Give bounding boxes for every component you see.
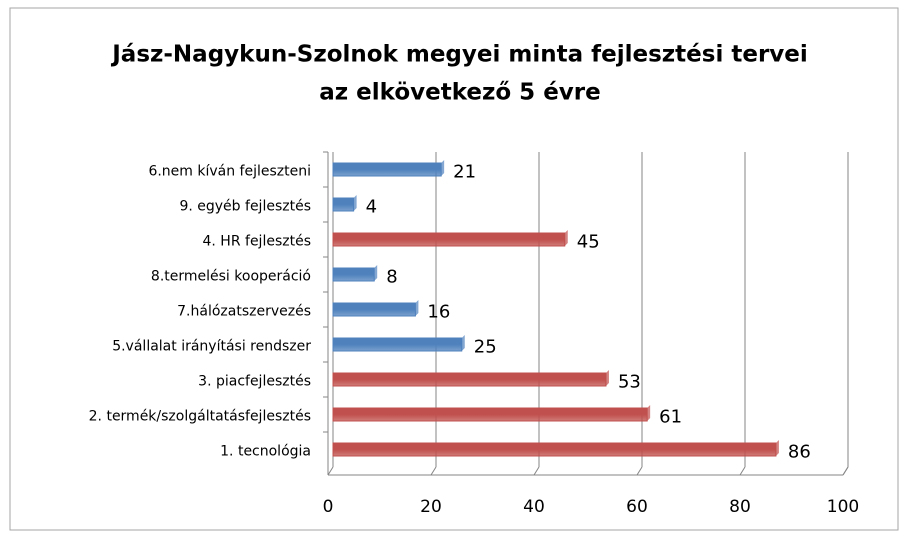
y-tick-label: 6.nem kíván fejleszteni xyxy=(148,164,311,180)
value-label: 61 xyxy=(659,407,682,428)
value-label: 25 xyxy=(474,337,497,358)
value-label: 21 xyxy=(453,162,476,183)
y-tick-label: 8.termelési kooperáció xyxy=(151,269,311,285)
bar-side xyxy=(415,300,419,316)
x-tick-label: 80 xyxy=(729,497,751,517)
y-tick-label: 9. egyéb fejlesztés xyxy=(179,199,311,215)
bar xyxy=(332,162,442,177)
value-label: 8 xyxy=(386,267,397,288)
value-label: 45 xyxy=(577,232,600,253)
bar-side xyxy=(461,335,465,351)
y-tick-label: 4. HR fejlesztés xyxy=(203,234,312,250)
bar-side xyxy=(564,230,568,246)
floor-line xyxy=(636,466,643,476)
value-label: 53 xyxy=(618,372,641,393)
bar xyxy=(332,232,566,247)
x-tick-label: 100 xyxy=(827,497,859,517)
bar xyxy=(332,302,416,317)
floor-line xyxy=(533,466,540,476)
bar-side xyxy=(605,370,609,386)
bar xyxy=(332,407,648,422)
bar xyxy=(332,337,463,352)
bar xyxy=(332,372,607,387)
floor-line xyxy=(739,466,746,476)
floor-line xyxy=(842,466,849,476)
bar-side xyxy=(441,160,445,176)
y-tick-label: 3. piacfejlesztés xyxy=(198,374,311,390)
value-label: 4 xyxy=(366,197,377,218)
y-tick-label: 7.hálózatszervezés xyxy=(177,304,311,320)
floor-line xyxy=(327,466,334,476)
x-tick-label: 60 xyxy=(626,497,648,517)
y-tick-label: 5.vállalat irányítási rendszer xyxy=(112,339,311,355)
x-tick-label: 0 xyxy=(323,497,334,517)
bar-side xyxy=(374,265,378,281)
y-tick-label: 1. tecnológia xyxy=(220,444,311,460)
value-label: 86 xyxy=(788,442,811,463)
x-tick-label: 40 xyxy=(523,497,545,517)
y-tick-label: 2. termék/szolgáltatásfejlesztés xyxy=(89,409,311,425)
bar xyxy=(332,267,375,282)
bar-side xyxy=(647,405,651,421)
value-label: 16 xyxy=(427,302,450,323)
bar-side xyxy=(353,195,357,211)
bar xyxy=(332,197,355,212)
bar-side xyxy=(775,440,779,456)
floor-line xyxy=(430,466,437,476)
chart-title: Jász-Nagykun-Szolnok megyei minta fejles… xyxy=(110,42,808,68)
x-tick-label: 20 xyxy=(420,497,442,517)
chart-title: az elkövetkező 5 évre xyxy=(319,80,600,106)
bar xyxy=(332,442,777,457)
